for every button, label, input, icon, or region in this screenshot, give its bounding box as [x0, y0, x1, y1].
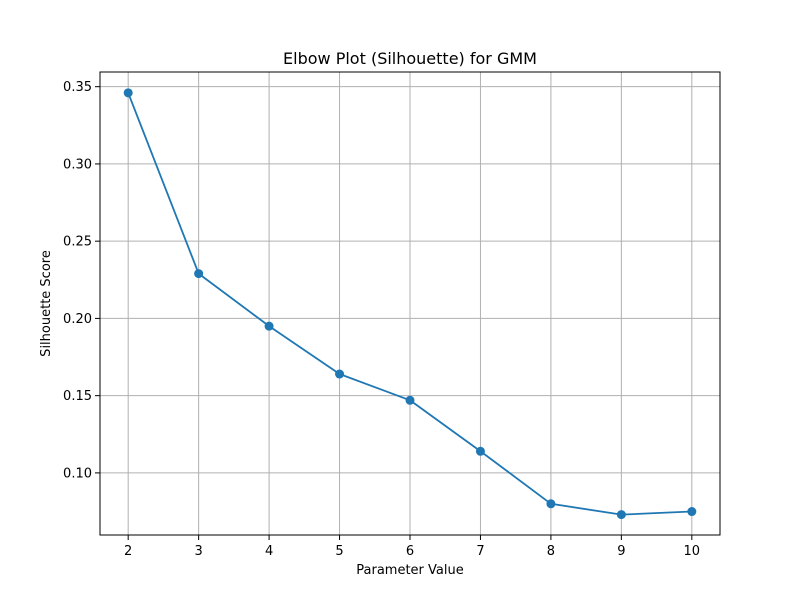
x-tick-label: 6	[406, 544, 414, 559]
data-point	[546, 499, 556, 509]
series-silhouette	[123, 88, 697, 520]
x-tick-label: 7	[476, 544, 484, 559]
y-tick-label: 0.15	[63, 389, 92, 404]
data-point	[405, 395, 415, 405]
y-tick-label: 0.35	[63, 80, 92, 95]
x-axis-ticks: 2 3 4 5 6 7 8 9 10	[124, 535, 700, 559]
y-tick-label: 0.25	[63, 235, 92, 250]
x-tick-label: 2	[124, 544, 132, 559]
data-point	[335, 369, 345, 379]
y-tick-label: 0.10	[63, 466, 92, 481]
data-point	[687, 507, 697, 517]
y-tick-label: 0.30	[63, 157, 92, 172]
data-point	[194, 269, 204, 279]
x-tick-label: 5	[335, 544, 343, 559]
x-axis-label: Parameter Value	[356, 563, 463, 578]
y-axis-label: Silhouette Score	[39, 250, 54, 357]
y-axis-ticks: 0.10 0.15 0.20 0.25 0.30 0.35	[63, 80, 100, 481]
data-point	[264, 321, 274, 331]
y-tick-label: 0.20	[63, 312, 92, 327]
chart-title: Elbow Plot (Silhouette) for GMM	[283, 49, 537, 68]
x-tick-label: 4	[265, 544, 273, 559]
x-tick-label: 3	[194, 544, 202, 559]
x-tick-label: 10	[684, 544, 701, 559]
data-point	[123, 88, 133, 98]
data-point	[475, 446, 485, 456]
data-point	[616, 510, 626, 520]
x-tick-label: 9	[617, 544, 625, 559]
x-tick-label: 8	[547, 544, 555, 559]
grid	[100, 72, 720, 535]
